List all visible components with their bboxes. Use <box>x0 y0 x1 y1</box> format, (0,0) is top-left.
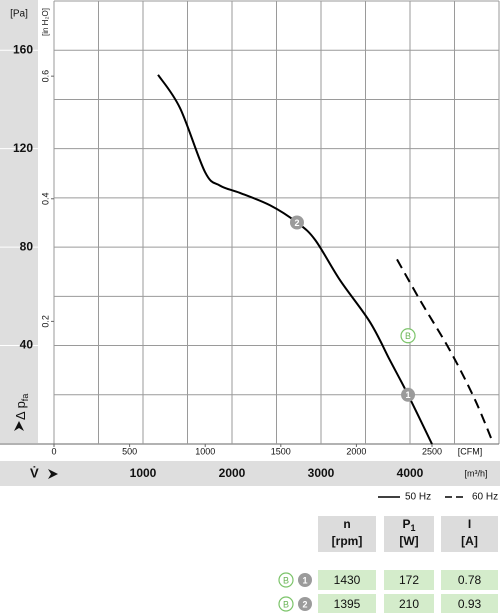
x-tick-label: 1000 <box>130 466 157 480</box>
table-header-cell <box>318 516 376 552</box>
y-label: Δ pfa <box>13 394 30 420</box>
table-header-title: n <box>343 517 350 531</box>
legend-label: 50 Hz <box>405 492 431 503</box>
table-cell <box>441 594 498 613</box>
x-axis-band <box>0 461 500 486</box>
x2-tick-label: 500 <box>122 446 137 456</box>
row-point <box>298 597 312 611</box>
row-point-label: 2 <box>302 599 307 609</box>
x-tick-label: 2000 <box>219 466 246 480</box>
y2-tick-label: 0.6 <box>40 70 50 83</box>
y-tick-label: 120 <box>13 141 33 155</box>
curve-marker <box>400 328 416 344</box>
curve-marker-label: B <box>283 575 289 585</box>
x2-tick-label: 0 <box>51 446 56 456</box>
operating-point-label: 1 <box>406 390 411 400</box>
x2-tick-label: 1000 <box>195 446 215 456</box>
table-header-main: I <box>468 517 471 531</box>
curve-marker-label: B <box>283 599 289 609</box>
table-header-unit: [rpm] <box>332 534 363 548</box>
y-axis-band <box>0 0 38 443</box>
x-unit: [m³/h] <box>464 468 487 478</box>
table-header-unit: [W] <box>399 534 418 548</box>
x2-tick-label: 2000 <box>346 446 366 456</box>
curve-marker <box>278 572 294 588</box>
table-cell <box>441 570 498 590</box>
y-tick-label: 80 <box>20 239 34 253</box>
x-tick-label: 3000 <box>308 466 335 480</box>
table-cell <box>384 594 434 613</box>
table-header-cell <box>384 516 434 552</box>
curve <box>396 258 494 444</box>
x-arrow <box>48 469 58 479</box>
table-header-title: P1 <box>402 517 415 533</box>
y-tick-label: 160 <box>13 42 33 56</box>
y-arrow <box>14 421 24 431</box>
x2-unit: [CFM] <box>458 446 483 456</box>
curve <box>157 74 433 445</box>
curve-marker-label: B <box>405 331 411 341</box>
y2-unit: [in H₂O] <box>41 8 50 36</box>
row-point <box>298 573 312 587</box>
table-cell <box>384 570 434 590</box>
table-header-sub: 1 <box>411 523 416 533</box>
table-cell-text: 1430 <box>334 573 361 587</box>
table-cell <box>318 570 376 590</box>
y-label-main: Δ p <box>13 401 28 420</box>
table-header-title: I <box>468 517 471 531</box>
table-header-unit: [A] <box>461 534 478 548</box>
table-header-main: P <box>402 517 410 531</box>
table-cell-text: 1395 <box>334 597 361 611</box>
table-header-main: n <box>343 517 350 531</box>
y-unit: [Pa] <box>10 9 28 20</box>
legend-label: 60 Hz <box>472 492 498 503</box>
y2-tick-label: 0.2 <box>40 315 50 328</box>
row-point-label: 1 <box>302 575 307 585</box>
operating-point <box>289 215 304 230</box>
x2-tick-label: 2500 <box>422 446 442 456</box>
y2-tick-label: 0.4 <box>40 193 50 206</box>
operating-point <box>401 387 416 402</box>
operating-point-label: 2 <box>294 218 299 228</box>
y-label-sub: fa <box>20 394 30 402</box>
x2-tick-label: 1500 <box>271 446 291 456</box>
x-label: V̇ <box>30 465 39 480</box>
x-tick-label: 4000 <box>397 466 424 480</box>
table-cell-text: 0.78 <box>458 573 482 587</box>
curve-marker <box>278 596 294 612</box>
table-header-cell <box>441 516 498 552</box>
table-cell-text: 210 <box>399 597 419 611</box>
table-cell-text: 0.93 <box>458 597 482 611</box>
table-cell <box>318 594 376 613</box>
table-cell-text: 172 <box>399 573 419 587</box>
y-tick-label: 40 <box>20 338 34 352</box>
